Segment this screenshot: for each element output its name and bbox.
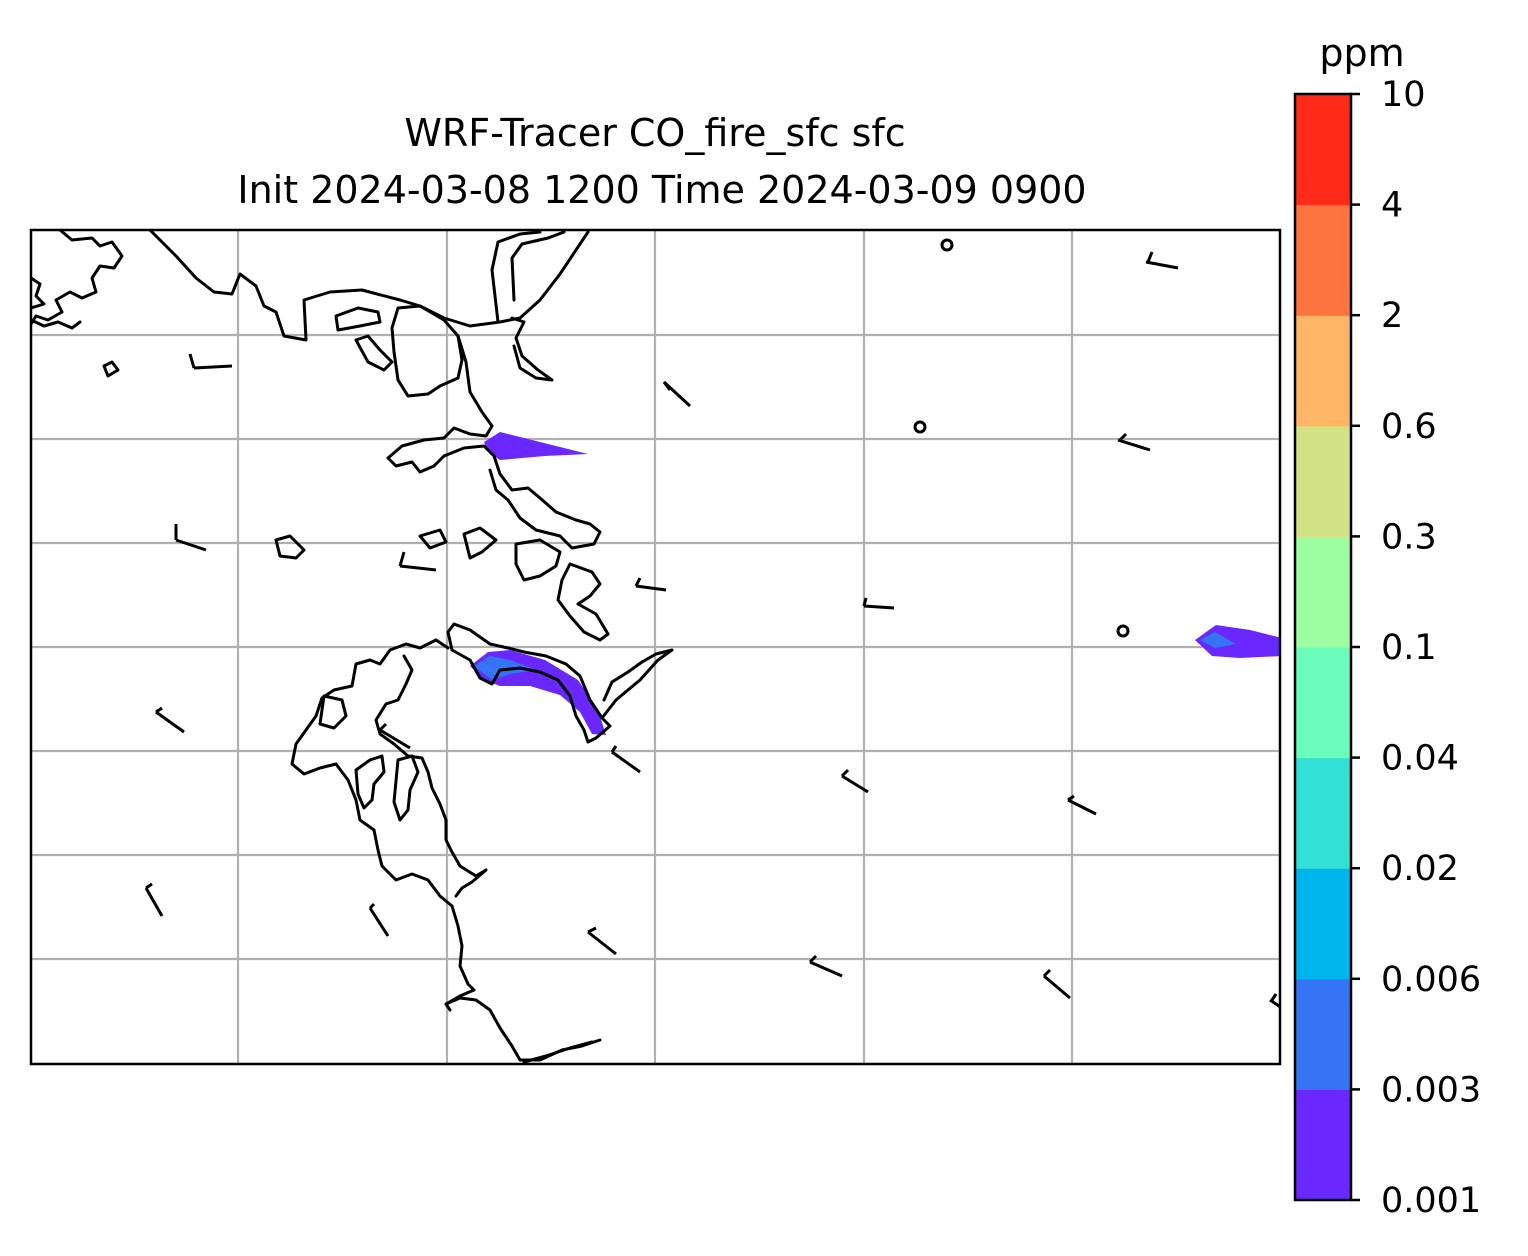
- wind-barb: [398, 551, 437, 572]
- coastline-island-a: [334, 306, 382, 332]
- coastline-central-east: [386, 334, 602, 550]
- wind-barb: [634, 577, 667, 592]
- wind-calm-circle: [913, 420, 927, 434]
- wind-barb: [188, 353, 233, 370]
- coastline-bay-a: [354, 754, 386, 810]
- colorbar-swatch: [1295, 204, 1351, 316]
- colorbar-tick-label: 10: [1381, 75, 1426, 115]
- coastline-south-tail: [444, 996, 602, 1062]
- colorbar-swatch: [1295, 1089, 1351, 1201]
- wind-barb: [378, 722, 411, 750]
- title-line-1: WRF-Tracer CO_fire_sfc sfc: [404, 111, 905, 155]
- wind-barb: [808, 954, 843, 978]
- colorbar-unit: ppm: [1319, 31, 1404, 75]
- wind-calm-circle: [1116, 624, 1130, 638]
- wind-barb: [587, 926, 617, 956]
- colorbar-tick-label: 0.6: [1381, 407, 1437, 447]
- wind-barb: [144, 882, 164, 917]
- colorbar-swatch: [1295, 647, 1351, 759]
- coastline-inlet-east: [510, 230, 566, 302]
- colorbar-swatch: [1295, 94, 1351, 206]
- colorbar-swatch: [1295, 315, 1351, 427]
- colorbar: ppm 0.001 0.003 0.006 0.02 0.04 0.1 0.3 0.6 2 4 10: [1293, 31, 1481, 1221]
- coastline-inlet: [490, 230, 542, 324]
- coastline-southwest: [290, 638, 476, 1012]
- wind-barb: [368, 902, 390, 937]
- coastline-northwest-bay: [31, 318, 82, 330]
- colorbar-tick-label: 0.3: [1381, 517, 1437, 557]
- wind-barb: [840, 768, 869, 794]
- coastline-south-peninsula: [446, 622, 612, 744]
- coastline-southwest-inner: [374, 654, 488, 898]
- wind-barb: [1145, 251, 1179, 270]
- coastline-east-arm: [600, 648, 674, 720]
- colorbar-tick-label: 2: [1381, 296, 1403, 336]
- coastline-peninsula: [390, 304, 464, 398]
- wind-barb: [862, 597, 895, 610]
- coastlines: [31, 230, 674, 1064]
- colorbar-tick-label: 0.1: [1381, 628, 1437, 668]
- coastline-island-c: [274, 534, 306, 560]
- coastline-northwest-islet: [31, 276, 46, 310]
- colorbar-tick-label: 4: [1381, 186, 1403, 226]
- coastline-north-mainland: [148, 230, 590, 342]
- coastline-bay-b: [392, 754, 420, 822]
- wind-barb: [1117, 432, 1151, 452]
- colorbar-swatch: [1295, 757, 1351, 869]
- wind-barb: [1269, 993, 1280, 1009]
- wind-barb: [155, 706, 185, 734]
- wind-barb: [610, 745, 641, 774]
- colorbar-swatch: [1295, 978, 1351, 1090]
- map-panel: [29, 228, 1282, 1066]
- wind-barb: [662, 380, 692, 408]
- coastline-island-d: [102, 360, 120, 378]
- colorbar-tick-label: 0.04: [1381, 739, 1459, 779]
- colorbar-swatch: [1295, 536, 1351, 648]
- gridlines: [31, 230, 1280, 1064]
- colorbar-swatch: [1295, 868, 1351, 980]
- coastline-inlet-south: [510, 316, 554, 382]
- plume-east-core: [1200, 632, 1236, 648]
- plume-north: [484, 432, 588, 460]
- colorbar-swatch: [1295, 425, 1351, 537]
- colorbar-tick-label: 0.001: [1381, 1181, 1481, 1221]
- colorbar-tick-label: 0.003: [1381, 1070, 1481, 1110]
- colorbar-tick-label: 0.02: [1381, 849, 1459, 889]
- wind-calm-circle: [940, 238, 954, 252]
- coastline-bay-c: [318, 694, 348, 730]
- colorbar-tick-label: 0.006: [1381, 960, 1481, 1000]
- wind-barb: [174, 524, 207, 552]
- wind-barb: [1067, 794, 1097, 816]
- coastline-island-b: [354, 334, 394, 372]
- coastline-south-tail-b: [522, 1040, 594, 1064]
- coastline-islands-mid: [418, 526, 610, 642]
- map-frame: [29, 228, 1282, 1066]
- wind-barbs: [144, 238, 1280, 1009]
- title-line-2: Init 2024-03-08 1200 Time 2024-03-09 090…: [237, 168, 1086, 212]
- wind-barb: [1042, 968, 1071, 1000]
- coastline-northwest: [31, 230, 124, 326]
- co-plumes: [470, 432, 1280, 735]
